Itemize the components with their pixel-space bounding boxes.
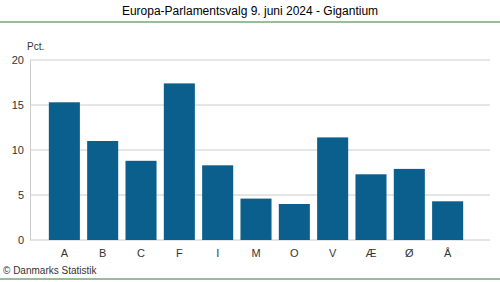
x-tick-label: Ø	[405, 247, 414, 259]
chart: Europa-Parlamentsvalg 9. juni 2024 - Gig…	[0, 0, 500, 282]
x-tick: V	[329, 240, 337, 259]
x-tick: C	[137, 240, 145, 259]
y-tick-label: 20	[12, 54, 24, 66]
bar	[49, 102, 80, 240]
grid-line	[30, 60, 490, 61]
frame-rule	[0, 22, 500, 23]
bar	[355, 174, 386, 240]
x-tick: B	[99, 240, 106, 259]
x-tick: A	[61, 240, 69, 259]
bar	[317, 137, 348, 240]
source: © Danmarks Statistik	[3, 265, 98, 276]
x-tick: Ø	[405, 240, 414, 259]
x-tick: Æ	[365, 240, 376, 259]
title: Europa-Parlamentsvalg 9. juni 2024 - Gig…	[122, 4, 378, 18]
x-axis: ABCFIMOVÆØÅ	[46, 240, 468, 259]
y-axis-line	[30, 61, 31, 241]
y-tick: 0	[18, 234, 30, 246]
x-tick-label: Æ	[365, 247, 376, 259]
x-tick-label: F	[176, 247, 183, 259]
y-label: Pct.	[27, 41, 44, 52]
y-tick: 10	[12, 144, 30, 156]
x-axis-line	[46, 240, 468, 241]
y-axis: 0 5 10 15 20	[12, 54, 31, 246]
bar	[432, 201, 463, 240]
x-tick-label: B	[99, 247, 106, 259]
x-tick-label: C	[137, 247, 145, 259]
bar	[394, 169, 425, 240]
bar	[87, 141, 118, 240]
grid-line	[30, 105, 490, 106]
y-tick-label: 15	[12, 99, 24, 111]
bar	[240, 199, 271, 240]
x-tick-label: O	[290, 247, 299, 259]
y-tick-label: 0	[18, 234, 24, 246]
bars	[49, 83, 463, 240]
x-tick-label: I	[216, 247, 219, 259]
y-tick-label: 10	[12, 144, 24, 156]
x-tick: F	[176, 240, 183, 259]
x-tick-label: A	[61, 247, 69, 259]
grid	[30, 60, 490, 240]
x-tick-label: M	[251, 247, 260, 259]
frame-rule	[0, 279, 500, 280]
x-tick-label: Å	[444, 247, 452, 259]
bar	[125, 161, 156, 240]
bar	[164, 83, 195, 240]
y-tick: 20	[12, 54, 30, 66]
x-tick: M	[251, 240, 260, 259]
x-tick-label: V	[329, 247, 337, 259]
bar	[279, 204, 310, 240]
x-tick: Å	[444, 240, 452, 259]
bar	[202, 165, 233, 240]
x-tick: I	[216, 240, 219, 259]
y-tick: 15	[12, 99, 30, 111]
y-tick: 5	[18, 189, 30, 201]
y-tick-label: 5	[18, 189, 24, 201]
x-tick: O	[290, 240, 299, 259]
